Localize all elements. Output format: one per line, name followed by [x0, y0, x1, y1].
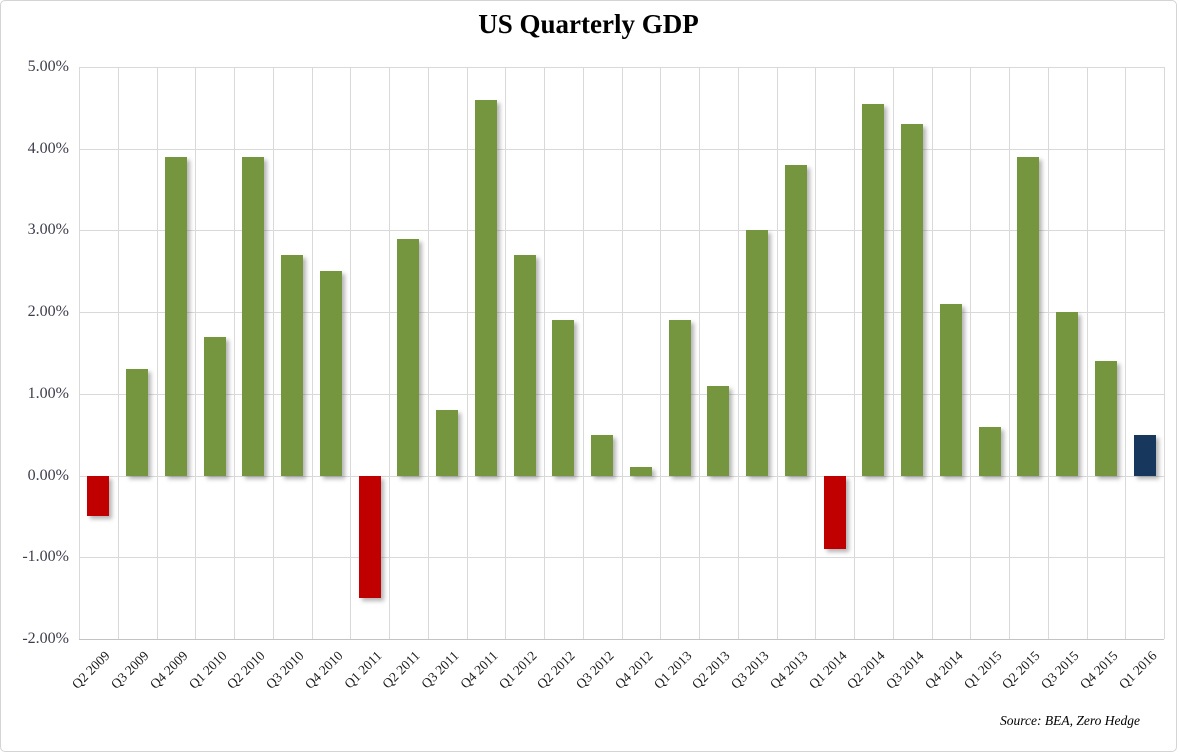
- bar-q3-2012: [591, 434, 614, 476]
- bar-q4-2012: [629, 467, 652, 476]
- gridline-vertical: [815, 67, 817, 639]
- y-axis-tick-label: 5.00%: [27, 58, 69, 75]
- bar-q2-2010: [242, 156, 265, 476]
- bar-q3-2010: [281, 254, 304, 476]
- gridline-vertical: [350, 67, 352, 639]
- gridline-vertical: [970, 67, 972, 639]
- gridline-vertical: [737, 67, 739, 639]
- gridline-vertical: [156, 67, 158, 639]
- gridline-vertical: [427, 67, 429, 639]
- y-axis-tick-label: 4.00%: [27, 139, 69, 157]
- bar-q2-2015: [1017, 156, 1040, 476]
- gridline-vertical: [1009, 67, 1010, 639]
- bar-q2-2013: [707, 385, 730, 476]
- gridline-vertical: [1164, 67, 1165, 639]
- y-axis-tick-label: -2.00%: [22, 630, 69, 647]
- gridline-vertical: [195, 67, 197, 639]
- gridline-vertical: [234, 67, 235, 639]
- gridline-vertical: [621, 67, 623, 639]
- x-axis-line: [79, 639, 1164, 640]
- y-axis-tick-label: -1.00%: [22, 548, 69, 566]
- gridline-vertical: [582, 67, 584, 639]
- y-axis-tick-label: 2.00%: [27, 303, 69, 321]
- bar-q4-2010: [319, 271, 342, 476]
- gridline-vertical: [272, 67, 274, 639]
- bar-q4-2011: [474, 99, 497, 476]
- bar-q1-2012: [513, 254, 536, 476]
- bar-q2-2014: [862, 103, 885, 476]
- gridline-vertical: [544, 67, 545, 639]
- bar-q1-2016: [1133, 434, 1156, 476]
- gridline-vertical: [892, 67, 894, 639]
- bar-q3-2015: [1056, 312, 1079, 476]
- bar-q3-2009: [126, 369, 149, 476]
- gridline-vertical: [776, 67, 778, 639]
- bar-q2-2012: [552, 320, 575, 476]
- gridline-vertical: [389, 67, 390, 639]
- gridline-vertical: [505, 67, 507, 639]
- chart-title: US Quarterly GDP: [478, 9, 699, 39]
- y-axis-tick-label: 3.00%: [27, 221, 69, 239]
- bar-q4-2015: [1094, 361, 1117, 476]
- gridline-vertical: [311, 67, 313, 639]
- bar-q3-2011: [436, 410, 459, 476]
- gridline-vertical: [660, 67, 662, 639]
- bar-q1-2011: [358, 475, 381, 599]
- bar-q4-2009: [164, 156, 187, 476]
- gridline-vertical: [1125, 67, 1127, 639]
- gridline-vertical: [79, 67, 80, 639]
- bar-q3-2013: [746, 230, 769, 476]
- gridline-vertical: [699, 67, 700, 639]
- bar-q3-2014: [901, 124, 924, 476]
- gridline-vertical: [466, 67, 468, 639]
- gridline-vertical: [1086, 67, 1088, 639]
- y-axis-tick-label: 0.00%: [27, 466, 69, 484]
- bar-q2-2011: [397, 238, 420, 476]
- gridline-vertical: [117, 67, 119, 639]
- gridline-vertical: [931, 67, 933, 639]
- gridline-vertical: [854, 67, 855, 639]
- gridline-vertical: [1047, 67, 1049, 639]
- y-axis-tick-label: 1.00%: [27, 384, 69, 402]
- bar-q1-2015: [978, 426, 1001, 476]
- source-note: Source: BEA, Zero Hedge: [1000, 713, 1140, 728]
- bar-q1-2014: [823, 475, 846, 550]
- bar-q2-2009: [87, 475, 110, 517]
- bar-q4-2013: [784, 165, 807, 476]
- bar-q1-2013: [668, 320, 691, 476]
- bar-q1-2010: [203, 336, 226, 476]
- bar-q4-2014: [939, 303, 962, 476]
